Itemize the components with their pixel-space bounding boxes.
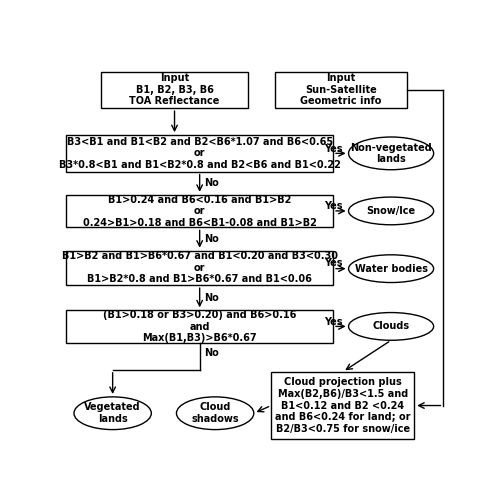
Text: Yes: Yes: [324, 202, 342, 211]
Text: Snow/Ice: Snow/Ice: [367, 206, 416, 216]
Ellipse shape: [74, 397, 151, 430]
Text: Yes: Yes: [324, 317, 342, 327]
FancyBboxPatch shape: [66, 250, 333, 285]
Text: Input
B1, B2, B3, B6
TOA Reflectance: Input B1, B2, B3, B6 TOA Reflectance: [129, 73, 220, 106]
FancyBboxPatch shape: [101, 72, 248, 108]
Text: (B1>0.18 or B3>0.20) and B6>0.16
and
Max(B1,B3)>B6*0.67: (B1>0.18 or B3>0.20) and B6>0.16 and Max…: [103, 310, 296, 343]
Text: Input
Sun-Satellite
Geometric info: Input Sun-Satellite Geometric info: [300, 73, 382, 106]
Text: B1>0.24 and B6<0.16 and B1>B2
or
0.24>B1>0.18 and B6<B1-0.08 and B1>B2: B1>0.24 and B6<0.16 and B1>B2 or 0.24>B1…: [83, 194, 316, 228]
Text: B3<B1 and B1<B2 and B2<B6*1.07 and B6<0.65
or
B3*0.8<B1 and B1<B2*0.8 and B2<B6 : B3<B1 and B1<B2 and B2<B6*1.07 and B6<0.…: [59, 137, 341, 170]
FancyBboxPatch shape: [66, 310, 333, 343]
Ellipse shape: [348, 197, 434, 225]
Text: No: No: [204, 178, 219, 188]
Text: No: No: [204, 234, 219, 244]
Text: Yes: Yes: [324, 258, 342, 268]
Text: Cloud projection plus
Max(B2,B6)/B3<1.5 and
B1<0.12 and B2 <0.24
and B6<0.24 for: Cloud projection plus Max(B2,B6)/B3<1.5 …: [275, 378, 411, 434]
FancyBboxPatch shape: [66, 195, 333, 228]
Text: B1>B2 and B1>B6*0.67 and B1<0.20 and B3<0.30
or
B1>B2*0.8 and B1>B6*0.67 and B1<: B1>B2 and B1>B6*0.67 and B1<0.20 and B3<…: [62, 252, 338, 284]
Text: Non-vegetated
lands: Non-vegetated lands: [350, 142, 432, 164]
Text: Cloud
shadows: Cloud shadows: [191, 402, 239, 424]
FancyBboxPatch shape: [275, 72, 407, 108]
Text: No: No: [204, 292, 219, 302]
Text: Clouds: Clouds: [373, 322, 410, 332]
Text: Vegetated
lands: Vegetated lands: [84, 402, 141, 424]
Ellipse shape: [348, 137, 434, 170]
Ellipse shape: [177, 397, 254, 430]
Ellipse shape: [348, 312, 434, 340]
Text: Water bodies: Water bodies: [355, 264, 428, 274]
Text: No: No: [204, 348, 219, 358]
Ellipse shape: [348, 255, 434, 282]
FancyBboxPatch shape: [271, 372, 414, 439]
Text: Yes: Yes: [324, 144, 342, 154]
FancyBboxPatch shape: [66, 135, 333, 172]
